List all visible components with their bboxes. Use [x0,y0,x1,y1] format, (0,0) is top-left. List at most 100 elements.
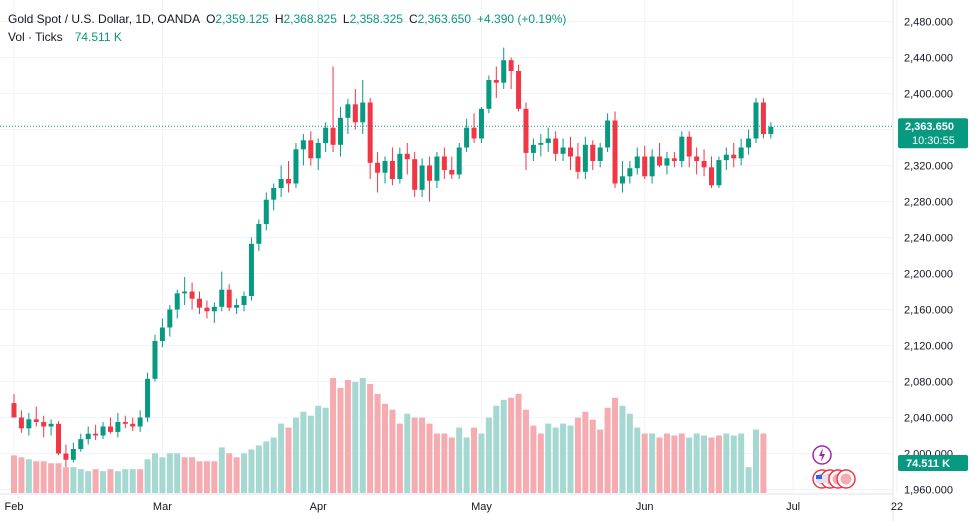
volume-bar[interactable] [753,429,759,493]
candle-body[interactable] [100,426,106,436]
volume-bar[interactable] [122,469,129,493]
volume-bar[interactable] [241,453,248,493]
candle-body[interactable] [575,156,581,172]
volume-bar[interactable] [411,417,418,493]
candle-body[interactable] [686,136,692,157]
volume-bar[interactable] [478,433,485,493]
candle-body[interactable] [323,127,329,143]
volume-bar[interactable] [352,381,359,493]
candle-body[interactable] [597,147,603,162]
volume-bar[interactable] [641,433,648,493]
volume-bar[interactable] [114,471,121,493]
candle-body[interactable] [716,160,722,186]
volume-bar[interactable] [11,455,17,493]
volume-bar[interactable] [344,379,351,493]
volume-bar[interactable] [196,461,203,493]
candle-body[interactable] [605,120,611,148]
candle-body[interactable] [657,156,663,166]
candle-body[interactable] [649,156,655,177]
legend-symbol[interactable]: Gold Spot / U.S. Dollar, 1D, OANDA [8,12,201,26]
volume-bar[interactable] [530,425,537,493]
candle-body[interactable] [456,147,462,175]
volume-bar[interactable] [626,413,633,493]
candle-body[interactable] [352,104,358,123]
candle-body[interactable] [167,309,173,328]
candle-body[interactable] [241,296,247,305]
volume-bar[interactable] [307,415,314,493]
volume-bar[interactable] [62,467,69,493]
candle-body[interactable] [753,102,759,139]
candle-body[interactable] [582,144,588,172]
volume-bar[interactable] [604,407,611,493]
volume-bar[interactable] [441,433,448,493]
candle-body[interactable] [56,423,62,454]
volume-bar[interactable] [137,469,144,493]
candle-body[interactable] [434,156,440,181]
candle-body[interactable] [760,102,766,135]
candle-body[interactable] [315,143,321,159]
volume-bar[interactable] [448,437,455,493]
candle-body[interactable] [449,170,455,175]
candle-body[interactable] [412,159,418,190]
candle-body[interactable] [63,453,69,460]
volume-bar[interactable] [40,461,47,493]
candle-body[interactable] [516,71,522,109]
volume-bar[interactable] [493,405,500,493]
candle-body[interactable] [70,449,76,460]
volume-bar[interactable] [560,423,567,493]
volume-bar[interactable] [760,433,767,493]
candle-body[interactable] [41,422,47,427]
candle-body[interactable] [211,306,217,312]
candle-body[interactable] [159,327,165,342]
candle-body[interactable] [746,138,752,148]
candle-body[interactable] [538,143,544,145]
volume-bar[interactable] [708,437,715,493]
volume-bar[interactable] [537,433,544,493]
volume-bar[interactable] [619,405,626,493]
volume-bar[interactable] [92,469,99,493]
candle-body[interactable] [33,419,39,422]
volume-bar[interactable] [515,393,522,493]
candle-body[interactable] [263,199,269,224]
candle-body[interactable] [731,154,737,159]
candle-body[interactable] [271,188,277,200]
candle-body[interactable] [634,156,640,169]
volume-bar[interactable] [315,405,322,493]
volume-bar[interactable] [322,407,329,493]
candle-body[interactable] [664,158,670,166]
legend-volume-label[interactable]: Vol · Ticks [8,30,63,44]
volume-bar[interactable] [359,378,366,493]
volume-bar[interactable] [48,463,55,493]
volume-bar[interactable] [634,427,641,493]
volume-bar[interactable] [723,433,730,493]
candle-body[interactable] [145,378,151,418]
candle-body[interactable] [122,422,128,424]
candle-body[interactable] [345,104,351,118]
candle-body[interactable] [256,224,262,244]
volume-bar[interactable] [255,445,262,493]
candle-body[interactable] [471,127,477,139]
candle-body[interactable] [382,161,388,173]
candle-body[interactable] [18,417,24,429]
candle-body[interactable] [642,156,648,177]
volume-bar[interactable] [693,433,700,493]
volume-bar[interactable] [567,425,574,493]
candle-body[interactable] [93,433,99,436]
volume-bar[interactable] [248,449,255,493]
candle-body[interactable] [226,289,232,308]
candle-body[interactable] [560,147,566,154]
volume-bar[interactable] [597,429,604,493]
candle-body[interactable] [367,102,373,163]
volume-bar[interactable] [263,441,270,493]
volume-bar[interactable] [159,457,166,493]
candle-body[interactable] [85,433,91,440]
candle-body[interactable] [397,153,403,179]
candle-body[interactable] [11,403,17,418]
candle-body[interactable] [278,179,284,188]
volume-bar[interactable] [426,423,433,493]
candle-body[interactable] [152,341,158,379]
volume-bar[interactable] [100,471,107,493]
volume-bar[interactable] [678,433,685,493]
candle-body[interactable] [360,102,366,123]
candle-body[interactable] [738,147,744,159]
